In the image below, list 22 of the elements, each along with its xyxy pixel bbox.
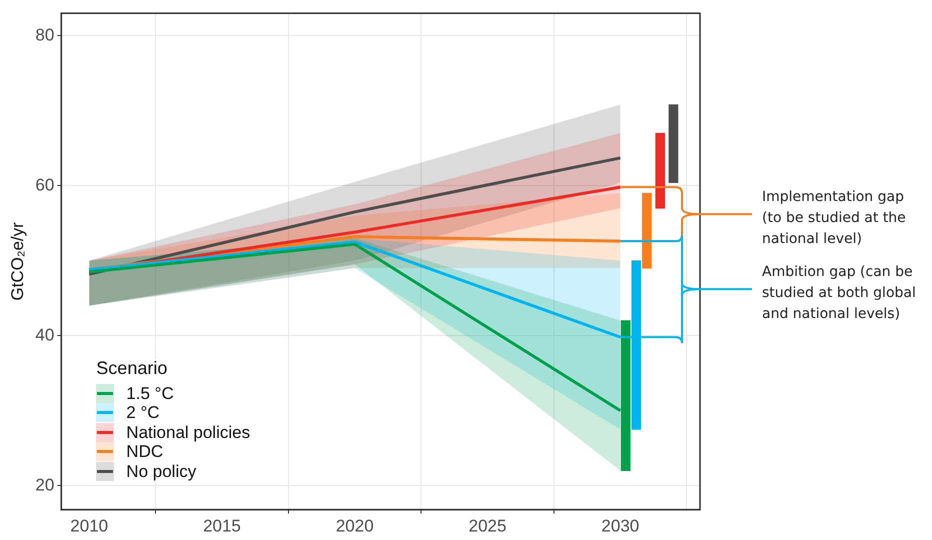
bar: [642, 192, 652, 268]
legend-label: National policies: [126, 422, 250, 442]
bar: [655, 132, 665, 208]
x-tick-label: 2010: [70, 516, 108, 536]
y-tick-label: 40: [35, 325, 54, 344]
bar: [631, 260, 642, 430]
y-axis-title: GtCO₂e/yr: [8, 222, 27, 301]
legend-label: No policy: [126, 462, 196, 481]
y-tick-label: 20: [35, 475, 54, 494]
annotation: Ambition gap (can be studied at both global and national levels): [762, 262, 917, 324]
legend-label: NDC: [126, 442, 164, 462]
x-tick-label: 2025: [468, 516, 506, 536]
x-tick-label: 2015: [203, 516, 241, 536]
legend-label: 1.5 °C: [126, 384, 174, 403]
x-tick-label: 2030: [601, 516, 640, 536]
legend-label: 2 °C: [126, 403, 160, 422]
x-tick-label: 2020: [336, 516, 374, 536]
bar: [668, 104, 678, 183]
y-tick-label: 60: [35, 175, 54, 194]
legend-title: Scenario: [96, 358, 168, 378]
y-tick-label: 80: [35, 25, 54, 44]
annotation: Implementation gap (to be studied at the national level): [762, 188, 907, 249]
